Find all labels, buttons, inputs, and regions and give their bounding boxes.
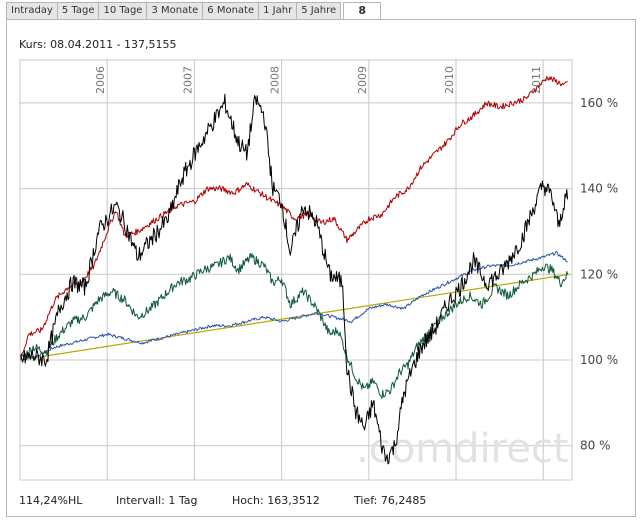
x-tick-label: 2009 <box>356 66 369 94</box>
x-tick-label: 2007 <box>181 66 194 94</box>
x-tick-label: 2008 <box>269 66 282 94</box>
axis-labels: 80 % 100 % 120 % 140 % 160 % 2006 2007 2008 2009… <box>94 66 618 453</box>
series-lines <box>19 76 570 465</box>
hl-value: 114,24%HL <box>19 494 83 507</box>
red-series-line <box>19 76 568 361</box>
plot-frame <box>19 59 573 481</box>
y-tick-label: 160 % <box>580 96 618 110</box>
comdirect-watermark: .comdirect <box>356 426 569 472</box>
x-tick-label: 2006 <box>94 66 107 94</box>
chart-panel <box>6 19 636 517</box>
chart-grid <box>20 60 572 480</box>
x-tick-label: 2011 <box>530 66 543 94</box>
black-series-line <box>19 93 569 465</box>
trend-line-line <box>19 273 570 361</box>
y-tick-label: 100 % <box>580 353 618 367</box>
blue-series-line <box>19 250 568 361</box>
y-tick-label: 140 % <box>580 182 618 196</box>
y-tick-label: 120 % <box>580 267 618 281</box>
x-tick-label: 2010 <box>443 66 456 94</box>
green-series-line <box>19 252 569 399</box>
high-value: Hoch: 163,3512 <box>232 494 320 507</box>
interval-value: Intervall: 1 Tag <box>116 494 198 507</box>
price-label: Kurs: 08.04.2011 - 137,5155 <box>19 38 177 51</box>
low-value: Tief: 76,2485 <box>354 494 427 507</box>
y-tick-label: 80 % <box>580 439 611 453</box>
